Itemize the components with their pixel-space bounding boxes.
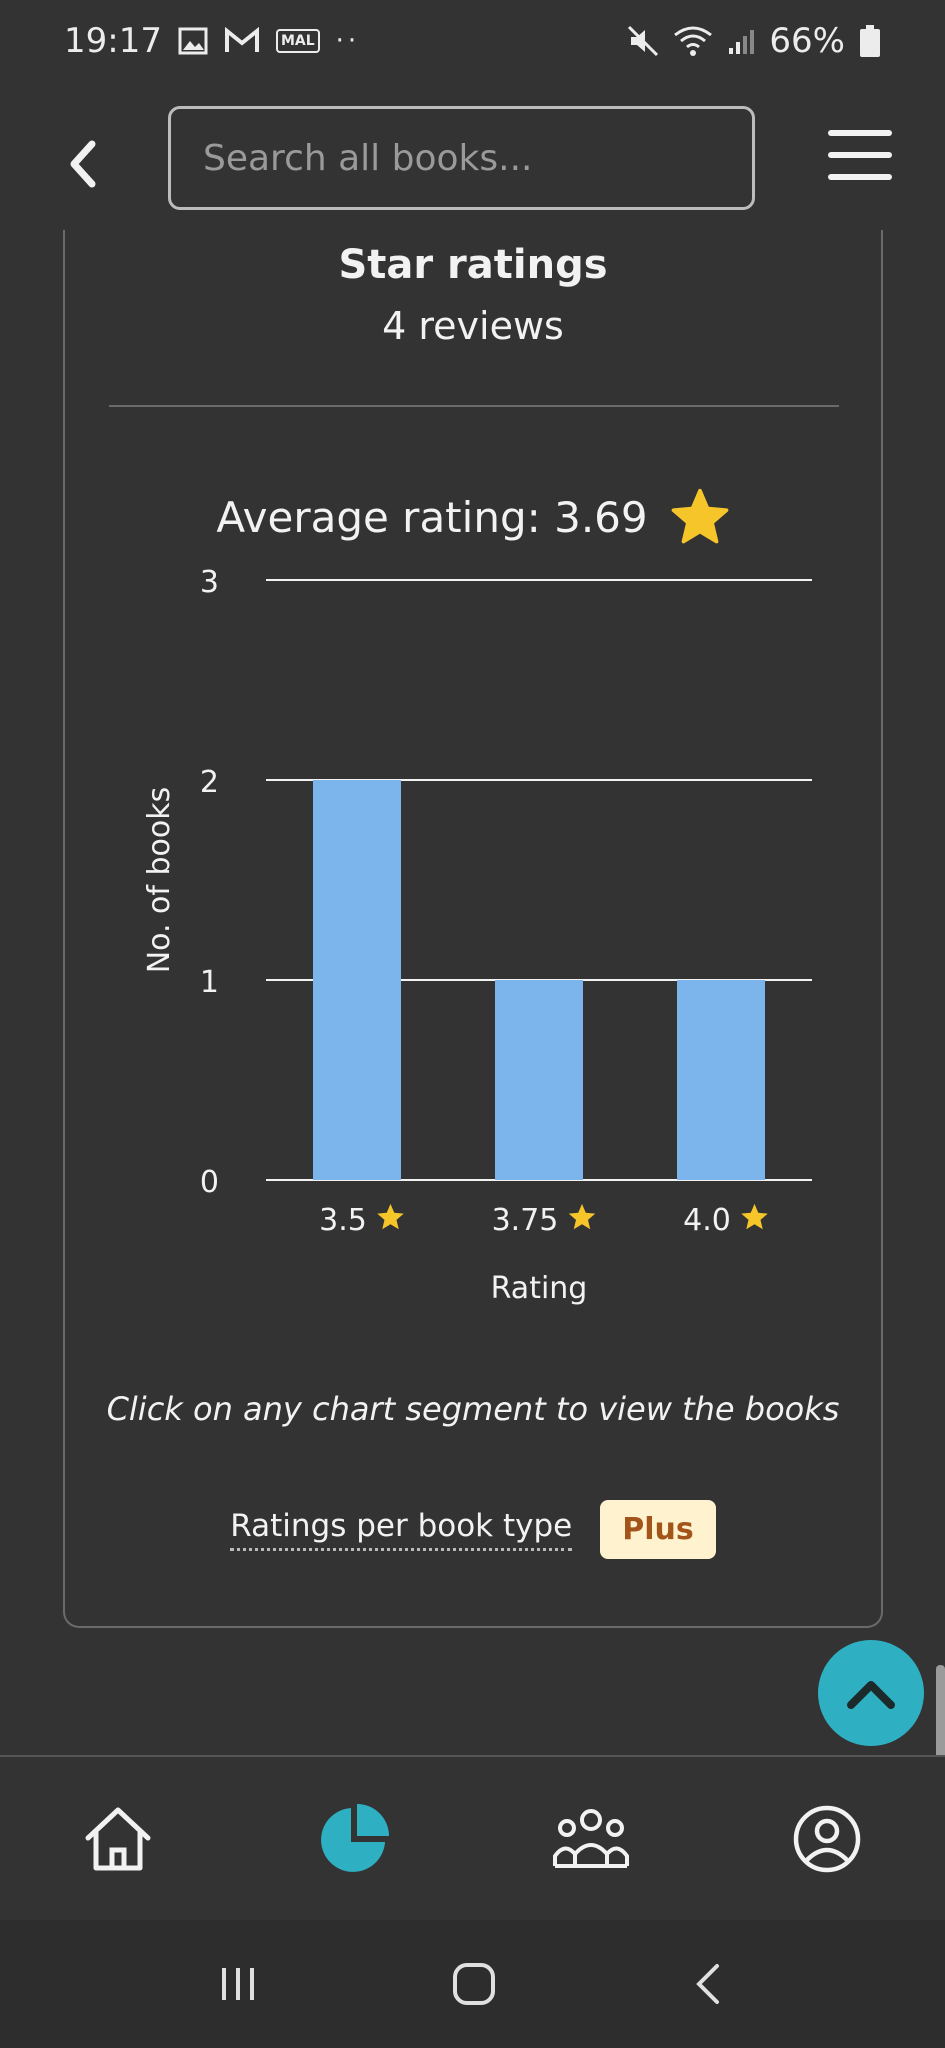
- chart-hint: Click on any chart segment to view the b…: [106, 1390, 840, 1428]
- system-navigation-bar: [0, 1920, 945, 2048]
- bar[interactable]: [495, 980, 583, 1180]
- gmail-icon: [224, 27, 259, 52]
- y-axis-label: No. of books: [142, 787, 177, 974]
- wifi-icon: [674, 26, 713, 56]
- search-input[interactable]: [168, 106, 755, 210]
- y-tick-label: 3: [200, 565, 219, 600]
- star-icon: [568, 1203, 596, 1230]
- star-icon: [741, 1203, 768, 1230]
- x-tick-label: 3.75: [492, 1203, 559, 1238]
- back-arrow-icon[interactable]: [62, 134, 102, 194]
- system-back-icon[interactable]: [689, 1962, 729, 2006]
- community-icon: [552, 1808, 629, 1868]
- mute-icon: [628, 25, 659, 57]
- pie-chart-icon: [321, 1803, 390, 1872]
- nav-stats[interactable]: [306, 1791, 402, 1887]
- mal-icon: MAL: [275, 29, 320, 53]
- home-icon: [85, 1807, 151, 1870]
- battery-percent: 66%: [769, 21, 845, 61]
- star-icon: [671, 488, 728, 544]
- review-count: 4 reviews: [382, 304, 564, 348]
- divider: [109, 405, 839, 407]
- profile-icon: [793, 1805, 861, 1872]
- rating-bar-chart: 0 1 2 3 No. of books 3.5 3.75 4.0 Rating: [142, 565, 812, 1306]
- status-bar: 19:17 MAL ·· 66%: [0, 0, 945, 82]
- hamburger-menu-icon[interactable]: [828, 130, 892, 186]
- card-title: Star ratings: [338, 242, 608, 288]
- app-header: [0, 82, 945, 242]
- scroll-to-top-button[interactable]: [818, 1640, 924, 1746]
- y-tick-label: 1: [200, 965, 219, 1000]
- chevron-up-icon: [847, 1681, 895, 1709]
- dots-icon: ··: [335, 26, 361, 56]
- image-icon: [178, 27, 208, 55]
- bar[interactable]: [313, 780, 401, 1180]
- nav-community[interactable]: [543, 1791, 639, 1887]
- star-ratings-card: Star ratings 4 reviews Average rating: 3…: [63, 230, 883, 1628]
- nav-profile[interactable]: [779, 1791, 875, 1887]
- bar[interactable]: [677, 980, 765, 1180]
- y-tick-label: 2: [200, 765, 219, 800]
- recent-apps-icon[interactable]: [216, 1964, 260, 2004]
- plus-row: Ratings per book type Plus: [65, 1500, 881, 1559]
- signal-icon: [729, 30, 755, 54]
- average-rating-label: Average rating: 3.69: [216, 492, 648, 542]
- average-rating: Average rating: 3.69: [65, 487, 881, 547]
- nav-home[interactable]: [70, 1791, 166, 1887]
- plus-badge: Plus: [600, 1500, 716, 1559]
- status-time: 19:17: [64, 21, 162, 61]
- x-tick-label: 3.5: [319, 1203, 367, 1238]
- star-icon: [377, 1203, 404, 1230]
- x-tick-label: 4.0: [683, 1203, 731, 1238]
- home-circle-icon[interactable]: [451, 1961, 497, 2007]
- ratings-per-book-type-link[interactable]: Ratings per book type: [230, 1508, 573, 1551]
- y-tick-label: 0: [200, 1165, 219, 1200]
- x-axis-label: Rating: [491, 1271, 588, 1306]
- battery-icon: [860, 25, 880, 57]
- bottom-navigation: [0, 1755, 945, 1920]
